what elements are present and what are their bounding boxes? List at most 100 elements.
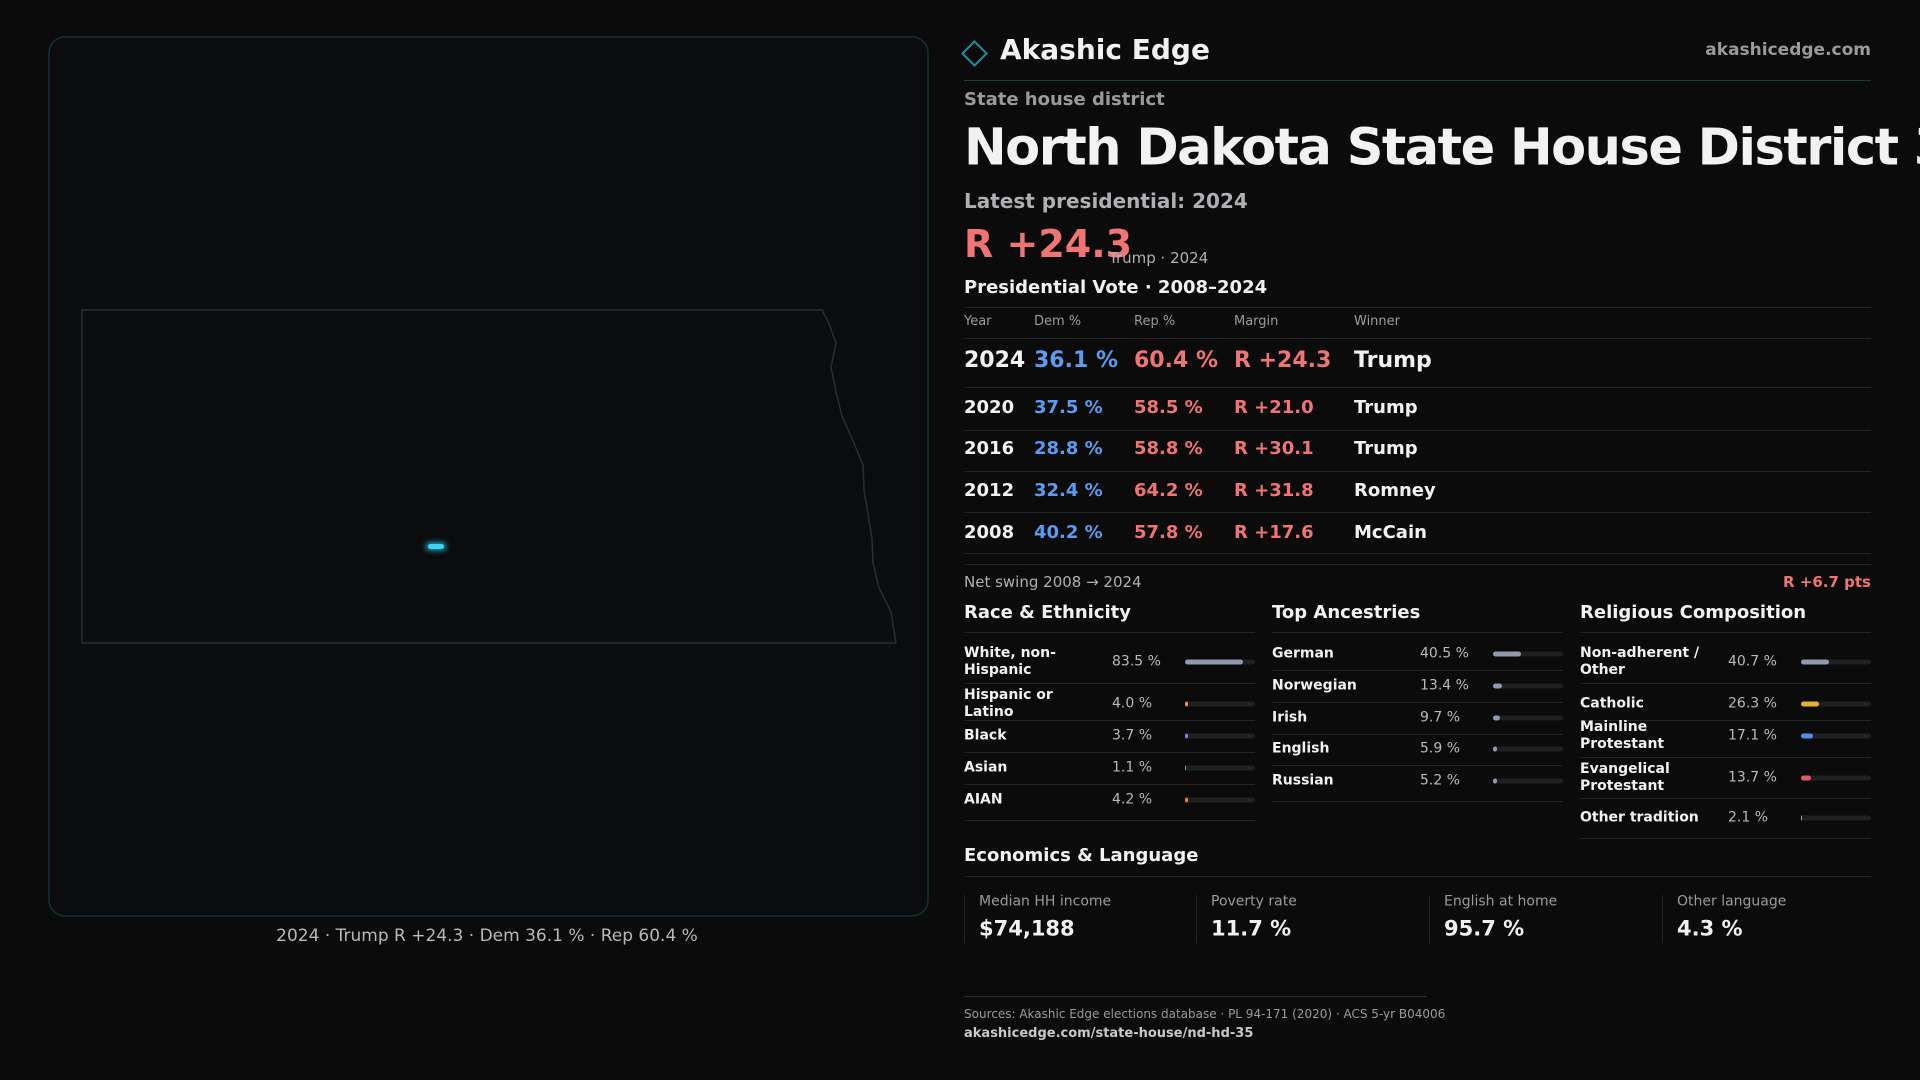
row-value: 1.1 % [1112,759,1153,776]
source-url[interactable]: akashicedge.com/state-house/nd-hd-35 [964,1026,1254,1042]
divider [964,471,1871,472]
card-value: 11.7 % [1211,916,1292,941]
row-name: Other tradition [1580,809,1699,826]
row-name: Evangelical Protestant [1580,761,1670,794]
divider [1272,670,1563,671]
margin-note: Trump · 2024 [1109,249,1209,267]
row-name: German [1272,645,1334,662]
bar-track [1493,651,1563,657]
column-header: Margin [1234,314,1279,330]
card-label: Median HH income [979,893,1112,910]
bar [1493,651,1522,657]
row-value: 5.2 % [1420,772,1461,789]
card-border [1429,895,1430,943]
table-cell: 60.4 % [1134,347,1218,373]
site-link[interactable]: akashicedge.com [1705,39,1871,60]
logo [961,40,988,67]
swing-label: Net swing 2008 → 2024 [964,573,1142,591]
bar [1493,715,1500,721]
bar [1185,701,1188,707]
bar-track [1493,715,1563,721]
divider [964,720,1255,721]
bar-track [1493,778,1563,784]
row-value: 83.5 % [1112,653,1161,670]
district-shape[interactable] [428,544,444,549]
divider [1580,683,1871,684]
table-cell: 58.8 % [1134,438,1203,460]
divider [964,338,1871,339]
divider [1580,757,1871,758]
divider [964,387,1871,388]
bar-track [1185,765,1255,771]
section-title: Religious Composition [1580,602,1807,624]
divider [1272,702,1563,703]
bar [1801,815,1803,821]
section-title: Top Ancestries [1272,602,1421,624]
map-caption: 2024 · Trump R +24.3 · Dem 36.1 % · Rep … [276,925,698,946]
row-name: Catholic [1580,695,1644,712]
divider [1272,765,1563,766]
divider [964,784,1255,785]
row-value: 4.2 % [1112,791,1153,808]
divider [964,876,1871,877]
row-name: Asian [964,759,1008,776]
divider [964,564,1871,565]
card-border [964,895,965,943]
row-value: 5.9 % [1420,740,1461,757]
divider [964,820,1255,821]
section-title: Race & Ethnicity [964,602,1131,624]
row-name: Mainline Protestant [1580,719,1665,752]
table-cell: Romney [1354,480,1436,502]
divider [1580,838,1871,839]
table-cell: 2016 [964,438,1015,460]
bar [1801,733,1813,739]
table-cell: 2008 [964,522,1015,544]
card-border [1662,895,1663,943]
divider [964,752,1255,753]
bar-track [1801,815,1871,821]
table-cell: 2024 [964,347,1026,373]
table-cell: R +30.1 [1234,438,1314,460]
bar [1801,775,1811,781]
bar [1185,765,1186,771]
row-name: Non-adherent / Other [1580,645,1700,678]
latest-label: Latest presidential: 2024 [964,189,1248,213]
divider [1272,632,1563,633]
card-label: Poverty rate [1211,893,1297,910]
bar [1801,659,1830,665]
column-header: Rep % [1134,314,1176,330]
table-cell: Trump [1354,347,1432,373]
row-name: Irish [1272,709,1308,726]
row-value: 13.7 % [1728,769,1777,786]
row-name: White, non-Hispanic [964,645,1056,678]
card-border [1196,895,1197,943]
state-outline [81,309,897,644]
bar-track [1493,746,1563,752]
bar-track [1801,701,1871,707]
row-name: Russian [1272,772,1334,789]
table-cell: 36.1 % [1034,347,1118,373]
row-name: Norwegian [1272,677,1357,694]
table-cell: 28.8 % [1034,438,1103,460]
divider [964,512,1871,513]
card-label: Other language [1677,893,1787,910]
row-name: English [1272,740,1330,757]
divider [964,80,1871,81]
table-cell: Trump [1354,397,1418,419]
card-label: English at home [1444,893,1558,910]
divider [964,430,1871,431]
row-value: 3.7 % [1112,727,1153,744]
bar-track [1493,683,1563,689]
bar-track [1801,733,1871,739]
column-header: Year [964,314,992,330]
district-title: North Dakota State House District 35 [964,118,1920,178]
table-cell: 58.5 % [1134,397,1203,419]
divider [964,683,1255,684]
bar-track [1185,733,1255,739]
column-header: Dem % [1034,314,1082,330]
bar [1801,701,1820,707]
bar [1493,778,1497,784]
row-value: 17.1 % [1728,727,1777,744]
